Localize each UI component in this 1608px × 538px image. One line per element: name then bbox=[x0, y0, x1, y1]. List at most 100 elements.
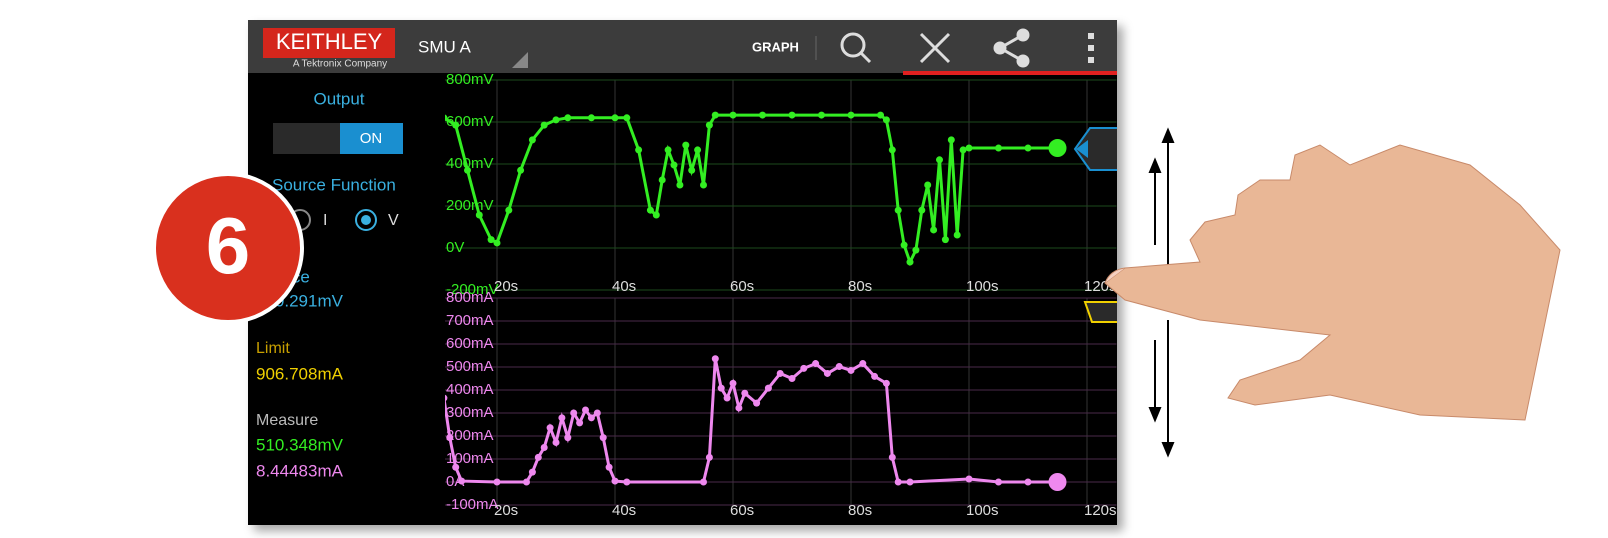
close-button[interactable] bbox=[919, 32, 951, 64]
step-number: 6 bbox=[206, 201, 251, 290]
data-point bbox=[953, 231, 961, 239]
y-tick-label: 500mA bbox=[446, 358, 494, 375]
data-point bbox=[800, 364, 808, 372]
y-tick-label: 100mA bbox=[446, 450, 494, 467]
logo-subtitle: A Tektronix Company bbox=[293, 59, 387, 70]
x-tick-label: 100s bbox=[966, 278, 999, 295]
data-point bbox=[847, 366, 855, 374]
output-state: ON bbox=[360, 130, 383, 147]
x-tick-label: 100s bbox=[966, 502, 999, 519]
data-point bbox=[682, 141, 690, 149]
data-point bbox=[764, 384, 772, 392]
output-on[interactable] bbox=[340, 123, 403, 154]
data-point bbox=[912, 246, 920, 254]
share-button[interactable] bbox=[993, 28, 1030, 68]
x-tick-label: 80s bbox=[848, 502, 872, 519]
menu-button[interactable] bbox=[1088, 33, 1094, 63]
radio-v-dot bbox=[361, 215, 371, 225]
data-point bbox=[930, 226, 938, 234]
data-point bbox=[847, 111, 855, 119]
instrument-selector[interactable]: SMU A bbox=[418, 37, 472, 56]
measure-label: Measure bbox=[256, 412, 318, 429]
y-tick-label: -200mV bbox=[446, 281, 499, 298]
data-point bbox=[445, 114, 448, 122]
data-point bbox=[582, 406, 589, 414]
data-point bbox=[688, 166, 696, 174]
view-title: GRAPH bbox=[752, 39, 799, 54]
y-tick-label: 800mA bbox=[446, 289, 494, 306]
data-point bbox=[965, 475, 973, 483]
data-point bbox=[558, 414, 566, 422]
data-point bbox=[570, 409, 578, 417]
x-tick-label: 40s bbox=[612, 502, 636, 519]
measure-current: 8.44483mA bbox=[256, 461, 344, 480]
y-tick-label: 600mA bbox=[446, 335, 494, 352]
data-point bbox=[635, 146, 643, 154]
data-point bbox=[552, 116, 560, 124]
data-point bbox=[835, 363, 843, 371]
data-point bbox=[894, 478, 902, 486]
data-point bbox=[823, 369, 831, 377]
data-point bbox=[947, 136, 955, 144]
dropdown-arrow[interactable] bbox=[512, 52, 528, 68]
data-point bbox=[729, 379, 737, 387]
y-tick-label: -100mA bbox=[446, 496, 499, 513]
data-point bbox=[995, 144, 1002, 152]
data-point bbox=[735, 404, 743, 412]
data-point bbox=[664, 146, 672, 154]
data-point bbox=[759, 111, 766, 119]
data-point bbox=[652, 211, 660, 219]
data-point bbox=[493, 478, 501, 486]
data-point bbox=[587, 414, 595, 422]
data-point bbox=[888, 453, 896, 461]
y-tick-label: 400mA bbox=[446, 381, 494, 398]
data-point bbox=[871, 372, 879, 380]
y-tick-label: 600mV bbox=[446, 113, 494, 130]
y-tick-label: 200mV bbox=[446, 197, 494, 214]
x-tick-label: 60s bbox=[730, 278, 754, 295]
data-point bbox=[818, 111, 825, 119]
data-point bbox=[918, 206, 926, 214]
radio-v[interactable] bbox=[355, 209, 377, 231]
data-point bbox=[670, 161, 678, 169]
data-point bbox=[593, 409, 601, 417]
plots: -200mV 0V 200mV 400mV 600mV 800mV 20s 40s 60s 80s… bbox=[445, 71, 1117, 519]
data-point bbox=[528, 468, 536, 476]
data-point bbox=[658, 176, 666, 184]
data-point bbox=[505, 206, 513, 214]
end-point bbox=[1048, 473, 1067, 491]
data-point bbox=[523, 478, 530, 486]
data-point bbox=[729, 111, 737, 119]
data-point bbox=[445, 394, 448, 402]
data-point bbox=[882, 116, 890, 124]
step-badge bbox=[152, 172, 304, 324]
data-point bbox=[1024, 478, 1032, 486]
data-point bbox=[646, 206, 654, 214]
x-tick-label: 60s bbox=[730, 502, 754, 519]
zoom-button[interactable] bbox=[840, 32, 872, 64]
data-point bbox=[540, 121, 548, 129]
data-point bbox=[576, 419, 584, 427]
measure-voltage: 510.348mV bbox=[256, 435, 344, 454]
data-point bbox=[700, 478, 707, 486]
data-point bbox=[552, 438, 560, 446]
data-point bbox=[906, 478, 914, 486]
hand bbox=[1104, 144, 1561, 421]
data-point bbox=[528, 136, 536, 144]
data-point bbox=[676, 181, 684, 189]
logo-box bbox=[263, 28, 395, 58]
y-tick-label: 800mV bbox=[446, 71, 494, 88]
x-tick-label: 40s bbox=[612, 278, 636, 295]
y-tick-label: 700mA bbox=[446, 312, 494, 329]
y-tick-label: 200mA bbox=[446, 427, 494, 444]
data-point bbox=[517, 166, 525, 174]
data-line bbox=[445, 113, 1058, 266]
data-point bbox=[546, 424, 554, 432]
y-tick-label: 300mA bbox=[446, 404, 494, 421]
data-point bbox=[540, 444, 548, 451]
option-i: I bbox=[323, 212, 327, 229]
data-point bbox=[1024, 144, 1032, 152]
data-point bbox=[723, 394, 731, 402]
data-point bbox=[452, 121, 460, 129]
logo: KEITHLEY bbox=[276, 29, 383, 54]
